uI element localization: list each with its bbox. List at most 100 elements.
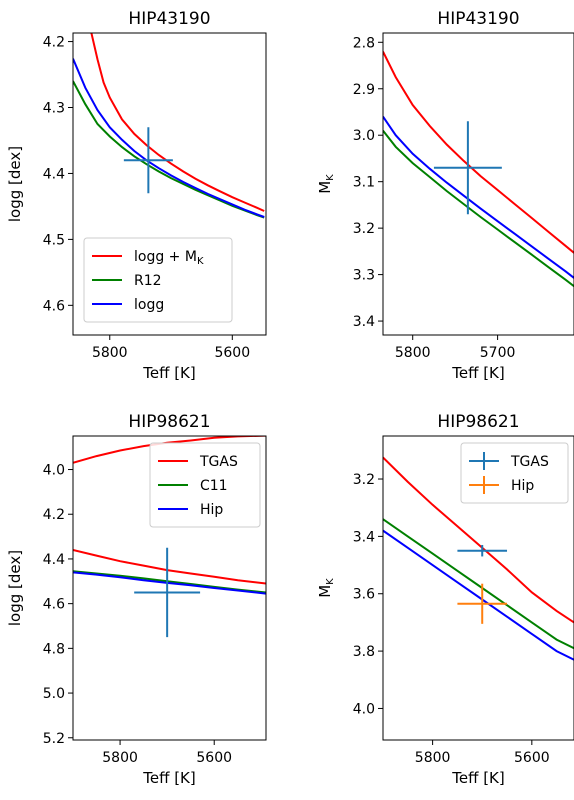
y-tick-label: 4.4 — [43, 552, 65, 568]
axes-frame — [382, 435, 574, 741]
x-tick-label: 5600 — [214, 345, 250, 361]
x-axis-label: Teff [K] — [142, 364, 196, 382]
legend: logg + MK R12 logg — [83, 237, 233, 323]
legend-label-text: Hip — [511, 478, 534, 494]
legend-box — [83, 237, 233, 323]
y-axis-label-main: M — [316, 585, 334, 598]
y-tick-label: 4.6 — [43, 298, 65, 314]
legend-label-text: TGAS — [199, 454, 238, 470]
legend-label-text: TGAS — [510, 454, 549, 470]
series-line-2 — [73, 80, 265, 219]
x-tick-label: 5800 — [395, 345, 431, 361]
legend-label: Hip — [200, 502, 223, 518]
y-axis-label-main: M — [316, 181, 334, 194]
y-tick-label: 4.6 — [43, 597, 65, 613]
legend-label: TGAS — [199, 454, 238, 470]
axes-frame — [382, 32, 574, 336]
x-tick-label: 5700 — [480, 345, 516, 361]
error-point-1 — [134, 547, 201, 638]
y-axis-label: logg [dex] — [6, 550, 24, 626]
legend-label-text: C11 — [200, 478, 228, 494]
y-tick-label: 3.0 — [353, 128, 375, 144]
panel-3: 4.0 4.2 4.4 4.6 4.8 5.0 5.2 5800 5600 HIP98621 Tef… — [6, 412, 267, 787]
legend-label-text: Hip — [200, 502, 223, 518]
plot-area — [73, 436, 266, 638]
plot-area — [73, 33, 265, 219]
y-tick-label: 4.2 — [43, 35, 65, 51]
x-axis-label: Teff [K] — [451, 769, 505, 787]
legend-label: TGAS — [510, 454, 549, 470]
y-tick-label: 3.3 — [353, 268, 375, 284]
x-axis-label: Teff [K] — [142, 769, 196, 787]
x-tick-label: 5800 — [415, 750, 451, 766]
panel-2: 2.8 2.9 3.0 3.1 3.2 3.3 3.4 5800 5700 HIP43190 Tef… — [316, 9, 574, 382]
y-tick-label: 4.0 — [353, 701, 375, 717]
series-line-2 — [383, 518, 574, 650]
legend: TGAS C11 Hip — [149, 442, 261, 528]
y-tick-label: 4.3 — [43, 101, 65, 117]
chart-title: HIP98621 — [128, 412, 210, 432]
series-line-3 — [383, 116, 574, 279]
legend-label-text: logg + M — [134, 249, 197, 265]
y-axis-label-subscript: K — [325, 578, 336, 585]
y-tick-label: 4.8 — [43, 641, 65, 657]
legend-label-subscript: K — [197, 256, 204, 267]
axes-frame — [72, 32, 267, 336]
y-tick-label: 2.9 — [353, 82, 375, 98]
x-tick-label: 5600 — [514, 750, 550, 766]
legend-label-text: R12 — [134, 273, 162, 289]
y-tick-label: 3.6 — [353, 587, 375, 603]
legend-label: Hip — [511, 478, 534, 494]
series-line-2 — [73, 549, 266, 585]
y-tick-label: 4.4 — [43, 166, 65, 182]
panel-4: 3.2 3.4 3.6 3.8 4.0 5800 5600 HIP98621 Teff [K] M… — [316, 412, 574, 787]
error-point-2 — [457, 583, 508, 624]
y-axis-label: MK — [316, 174, 336, 194]
legend-box — [149, 442, 261, 528]
legend-label: logg — [134, 297, 164, 313]
y-tick-label: 5.0 — [43, 686, 65, 702]
y-axis-label-main: logg [dex] — [6, 550, 24, 626]
error-point-1 — [433, 121, 502, 215]
x-tick-label: 5800 — [102, 750, 138, 766]
legend-box — [460, 442, 569, 504]
plot-area — [383, 456, 574, 661]
series-line-1 — [90, 33, 265, 212]
chart-title: HIP43190 — [128, 9, 210, 29]
x-axis-label: Teff [K] — [451, 364, 505, 382]
series-line-4 — [73, 571, 266, 595]
legend-label: C11 — [200, 478, 228, 494]
series-line-2 — [383, 129, 574, 287]
y-tick-label: 4.2 — [43, 507, 65, 523]
y-axis-label-subscript: K — [325, 174, 336, 181]
axes-frame — [72, 435, 267, 741]
series-line-1 — [383, 51, 574, 254]
y-axis-label: logg [dex] — [6, 146, 24, 222]
panel-1: 4.2 4.3 4.4 4.5 4.6 5800 5600 HIP43190 Teff [K] l… — [6, 9, 267, 382]
legend-label: logg + MK — [134, 249, 204, 267]
y-axis-label-main: logg [dex] — [6, 146, 24, 222]
y-tick-label: 3.2 — [353, 221, 375, 237]
error-point-1 — [123, 127, 173, 194]
y-tick-label: 3.4 — [353, 314, 375, 330]
plot-area — [383, 51, 574, 287]
error-point-1 — [457, 544, 508, 557]
x-tick-label: 5600 — [196, 750, 232, 766]
legend: TGAS Hip — [460, 442, 569, 504]
chart-title: HIP98621 — [437, 412, 519, 432]
y-tick-label: 3.2 — [353, 472, 375, 488]
y-tick-label: 2.8 — [353, 35, 375, 51]
legend-label: R12 — [134, 273, 162, 289]
y-tick-label: 4.5 — [43, 232, 65, 248]
legend-label-text: logg — [134, 297, 164, 313]
series-line-3 — [73, 58, 265, 218]
y-axis-label: MK — [316, 578, 336, 598]
y-tick-label: 3.4 — [353, 529, 375, 545]
y-tick-label: 4.0 — [43, 463, 65, 479]
y-tick-label: 5.2 — [43, 731, 65, 747]
y-tick-label: 3.8 — [353, 644, 375, 660]
y-tick-label: 3.1 — [353, 175, 375, 191]
chart-title: HIP43190 — [437, 9, 519, 29]
x-tick-label: 5800 — [92, 345, 128, 361]
